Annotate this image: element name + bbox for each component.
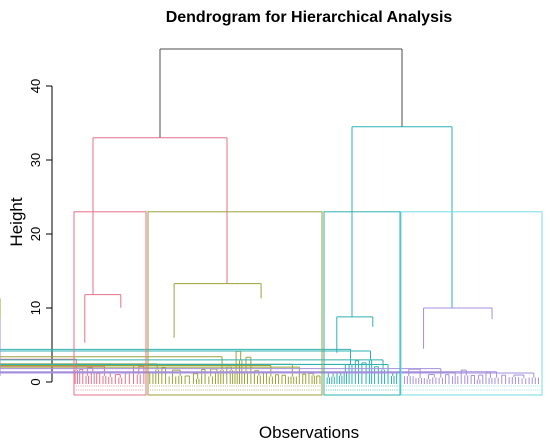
cluster-box-1	[73, 211, 147, 396]
chart-title: Dendrogram for Hierarchical Analysis	[166, 9, 453, 26]
y-tick-label-20: 20	[28, 227, 43, 241]
cluster-box-2	[147, 211, 323, 396]
cluster-boxes	[73, 211, 543, 396]
dendrogram-tree	[0, 48, 539, 384]
y-axis: 0 10 20 30 40	[28, 79, 53, 386]
x-axis-label: Observations	[259, 423, 359, 442]
y-tick-label-40: 40	[28, 79, 43, 93]
cluster-box-3	[323, 211, 401, 396]
y-axis-label: Height	[7, 197, 26, 246]
y-tick-label-10: 10	[28, 301, 43, 315]
cluster-box-4	[400, 211, 543, 396]
y-tick-label-30: 30	[28, 153, 43, 167]
leaf-label-band	[76, 385, 541, 391]
y-tick-label-0: 0	[28, 378, 43, 385]
